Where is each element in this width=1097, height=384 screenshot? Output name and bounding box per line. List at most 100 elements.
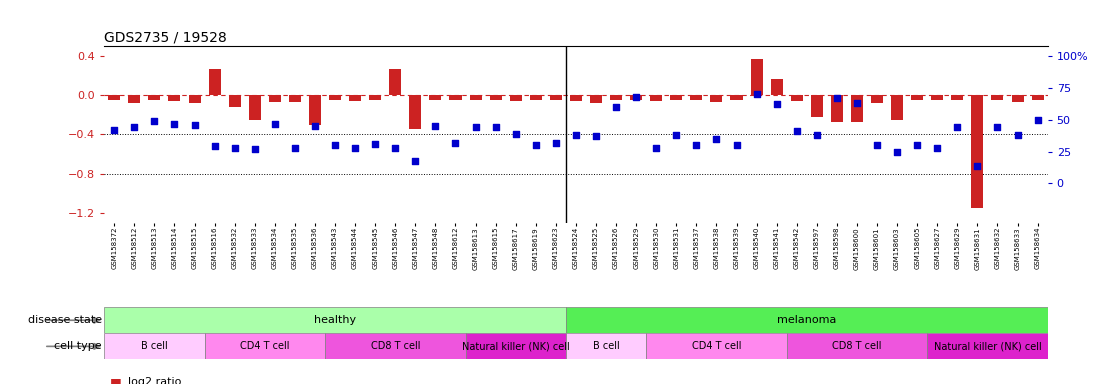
Bar	[690, 95, 702, 100]
Bar	[927, 333, 1048, 359]
Bar	[610, 95, 622, 100]
Bar	[891, 95, 903, 120]
Point	[146, 118, 163, 124]
Point	[988, 124, 1006, 131]
Bar	[204, 333, 325, 359]
Text: cell type: cell type	[55, 341, 102, 351]
Bar	[128, 95, 140, 103]
Point	[185, 122, 203, 128]
Bar	[791, 95, 803, 101]
Bar	[109, 95, 121, 100]
Point	[446, 139, 464, 146]
Point	[848, 100, 866, 106]
Point	[366, 141, 384, 147]
Point	[487, 124, 505, 131]
Point	[748, 91, 766, 97]
Bar	[450, 95, 462, 100]
Point	[527, 142, 544, 148]
Bar	[630, 95, 642, 100]
Point	[306, 123, 324, 129]
Point	[969, 162, 986, 169]
Point	[808, 132, 826, 138]
Bar	[465, 333, 566, 359]
Bar	[329, 95, 341, 100]
Text: melanoma: melanoma	[777, 315, 836, 325]
Bar	[530, 95, 542, 100]
Point	[908, 142, 926, 148]
Bar	[269, 95, 281, 102]
Text: disease state: disease state	[27, 315, 102, 325]
Point	[467, 124, 485, 131]
Bar	[169, 95, 181, 101]
Point	[226, 145, 244, 151]
Bar	[325, 333, 465, 359]
Bar	[289, 95, 301, 102]
Bar	[409, 95, 421, 129]
Point	[928, 145, 946, 151]
Bar	[651, 95, 663, 101]
Bar	[711, 95, 723, 102]
Point	[125, 124, 143, 131]
Text: CD8 T cell: CD8 T cell	[371, 341, 420, 351]
Point	[105, 127, 123, 133]
Bar	[228, 95, 240, 107]
Bar	[670, 95, 682, 100]
Text: B cell: B cell	[142, 341, 168, 351]
Bar	[389, 69, 402, 95]
Bar	[931, 95, 943, 100]
Text: ■: ■	[110, 376, 122, 384]
Text: log2 ratio: log2 ratio	[128, 377, 182, 384]
Bar	[830, 95, 842, 122]
Bar	[208, 69, 220, 95]
Bar	[851, 95, 863, 122]
Point	[347, 145, 364, 151]
Point	[286, 145, 304, 151]
Bar	[646, 333, 787, 359]
Point	[608, 104, 625, 110]
Bar	[510, 95, 522, 101]
Point	[427, 123, 444, 129]
Point	[949, 124, 966, 131]
Bar	[489, 95, 501, 100]
Text: Natural killer (NK) cell: Natural killer (NK) cell	[462, 341, 569, 351]
Point	[166, 121, 183, 127]
Point	[206, 143, 224, 149]
Bar	[1011, 95, 1024, 102]
Point	[708, 136, 725, 142]
Point	[788, 128, 805, 134]
Bar	[148, 95, 160, 100]
Bar	[750, 59, 762, 95]
Bar	[349, 95, 361, 101]
Text: CD4 T cell: CD4 T cell	[692, 341, 742, 351]
Point	[828, 95, 846, 101]
Point	[688, 142, 705, 148]
Bar	[770, 79, 782, 95]
Bar	[951, 95, 963, 100]
Point	[587, 133, 604, 139]
Bar	[249, 95, 261, 120]
Bar	[811, 95, 823, 117]
Point	[627, 94, 645, 100]
Bar	[309, 95, 321, 124]
Text: Natural killer (NK) cell: Natural killer (NK) cell	[934, 341, 1041, 351]
Bar	[189, 95, 201, 103]
Bar	[429, 95, 441, 100]
Bar	[912, 95, 924, 100]
Point	[768, 101, 785, 108]
Bar	[871, 95, 883, 103]
Bar	[570, 95, 581, 101]
Bar	[104, 333, 204, 359]
Text: B cell: B cell	[592, 341, 620, 351]
Bar	[104, 307, 566, 333]
Point	[868, 142, 885, 148]
Point	[647, 145, 665, 151]
Bar	[992, 95, 1004, 100]
Bar	[550, 95, 562, 100]
Point	[889, 149, 906, 155]
Point	[407, 157, 425, 164]
Point	[507, 131, 524, 137]
Bar	[590, 95, 602, 103]
Bar	[731, 95, 743, 100]
Bar	[566, 307, 1048, 333]
Point	[547, 139, 565, 146]
